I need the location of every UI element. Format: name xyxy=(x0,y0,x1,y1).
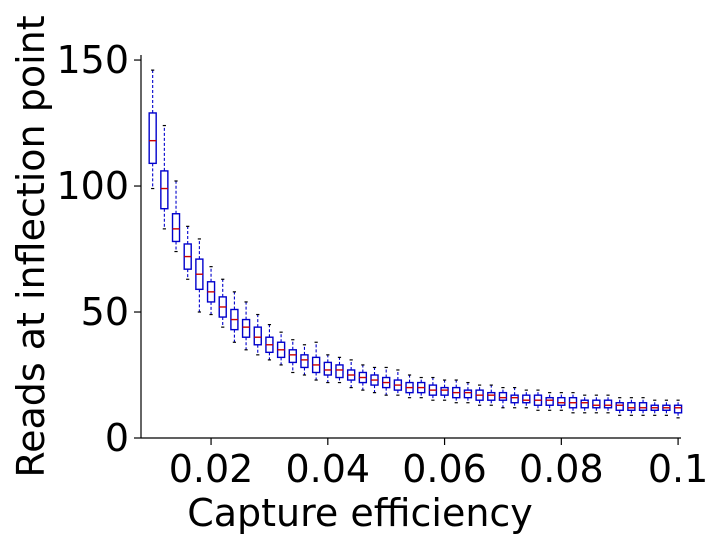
box-item xyxy=(346,359,356,389)
box-body xyxy=(487,391,496,401)
box-item xyxy=(673,399,683,419)
box-item xyxy=(428,376,438,401)
box-item xyxy=(393,369,403,396)
box-body xyxy=(580,399,589,409)
box-item xyxy=(638,397,648,416)
box-body xyxy=(148,112,157,165)
box-item xyxy=(627,397,636,416)
box-item xyxy=(171,180,181,253)
box-body xyxy=(522,394,531,404)
box-body xyxy=(673,404,683,414)
box-body xyxy=(241,318,251,338)
box-item xyxy=(370,366,379,394)
box-body xyxy=(510,394,519,404)
box-item xyxy=(405,374,414,399)
boxes-layer xyxy=(148,69,683,419)
box-item xyxy=(218,278,227,328)
box-item xyxy=(311,341,321,381)
box-item xyxy=(300,344,309,376)
box-item xyxy=(615,397,624,416)
box-item xyxy=(440,379,449,401)
y-tick-label: 0 xyxy=(105,416,129,460)
box-item xyxy=(195,238,204,313)
box-body xyxy=(335,364,344,379)
box-item xyxy=(276,331,286,366)
box-body xyxy=(440,386,449,396)
box-body xyxy=(545,396,554,406)
x-axis-ticks: 0.02 0.04 0.06 0.08 0.1 xyxy=(169,438,708,491)
y-tick-label: 150 xyxy=(56,38,129,82)
x-axis-title: Capture efficiency xyxy=(187,491,533,535)
box-body xyxy=(160,170,169,210)
y-axis-title: Reads at inflection point xyxy=(9,15,53,477)
box-item xyxy=(662,399,671,416)
box-body xyxy=(592,399,601,409)
box-body xyxy=(171,213,181,243)
y-axis-ticks: 0 50 100 150 xyxy=(56,38,141,460)
box-body xyxy=(323,361,333,376)
box-item xyxy=(603,394,613,414)
box-item xyxy=(417,376,426,399)
x-tick-label: 0.1 xyxy=(648,447,708,491)
box-item xyxy=(580,394,589,414)
box-item xyxy=(241,301,251,351)
box-body xyxy=(638,402,648,411)
box-item xyxy=(323,354,333,384)
box-item xyxy=(510,387,519,409)
box-body xyxy=(288,349,297,364)
box-body xyxy=(615,402,624,411)
box-item xyxy=(463,381,473,404)
box-item xyxy=(568,392,578,414)
plot-area: 0 50 100 150 0.02 0.04 0.06 0.08 0.1 xyxy=(56,38,708,491)
box-body xyxy=(253,326,262,346)
box-item xyxy=(288,339,297,374)
box-item xyxy=(545,392,554,411)
box-item xyxy=(160,124,169,230)
box-item xyxy=(358,364,368,391)
box-item xyxy=(183,225,192,280)
box-body xyxy=(498,391,508,401)
x-tick-label: 0.06 xyxy=(402,447,487,491)
box-body xyxy=(603,399,613,409)
box-item xyxy=(452,379,461,404)
box-item xyxy=(498,387,508,409)
box-item xyxy=(381,366,391,396)
box-item xyxy=(206,266,216,316)
box-item xyxy=(650,399,659,416)
box-item xyxy=(265,324,274,361)
box-item xyxy=(533,389,543,411)
box-item xyxy=(475,384,484,406)
x-tick-label: 0.08 xyxy=(519,447,604,491)
box-body xyxy=(300,354,309,369)
box-item xyxy=(522,389,531,409)
box-body xyxy=(463,389,473,399)
y-tick-label: 50 xyxy=(81,290,129,334)
box-item xyxy=(487,384,496,406)
x-tick-label: 0.04 xyxy=(286,447,371,491)
box-item xyxy=(230,291,239,343)
box-item xyxy=(148,69,157,190)
box-item xyxy=(253,313,262,356)
box-body xyxy=(627,402,636,411)
y-tick-label: 100 xyxy=(56,164,129,208)
box-body xyxy=(557,396,566,406)
box-item xyxy=(335,356,344,384)
x-tick-label: 0.02 xyxy=(169,447,254,491)
box-item xyxy=(592,394,601,414)
box-item xyxy=(557,392,566,411)
